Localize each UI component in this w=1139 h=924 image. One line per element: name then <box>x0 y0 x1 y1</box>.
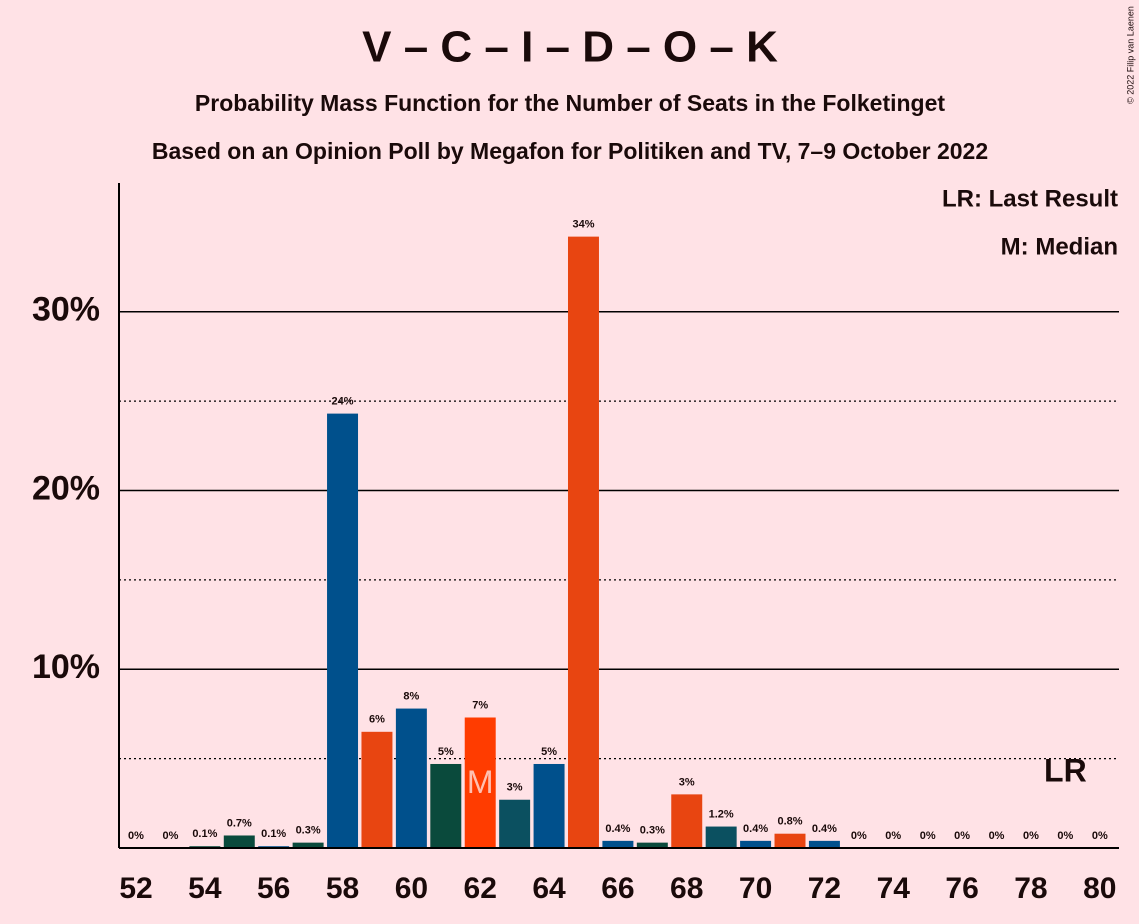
value-label: 3% <box>679 776 695 788</box>
x-tick-label: 60 <box>395 872 428 905</box>
x-tick-label: 54 <box>188 872 222 905</box>
chart-title: V – C – I – D – O – K <box>362 23 778 72</box>
bar <box>774 833 806 848</box>
value-label: 0% <box>128 830 144 842</box>
value-label: 34% <box>572 219 594 231</box>
bar <box>395 708 427 848</box>
y-tick-label: 30% <box>32 291 100 329</box>
bar <box>671 794 703 848</box>
value-label: 24% <box>332 396 354 408</box>
value-label: 0% <box>851 830 867 842</box>
x-tick-label: 58 <box>326 872 359 905</box>
chart-subtitle: Probability Mass Function for the Number… <box>195 90 945 116</box>
value-label: 5% <box>438 746 454 758</box>
x-tick-label: 72 <box>808 872 841 905</box>
bar <box>808 840 840 848</box>
x-tick-label: 52 <box>119 872 152 905</box>
median-marker: M <box>467 764 494 800</box>
copyright: © 2022 Filip van Laenen <box>1125 6 1135 104</box>
bar <box>327 413 359 848</box>
x-tick-label: 64 <box>532 872 566 905</box>
value-label: 1.2% <box>709 808 734 820</box>
legend-entry: M: Median <box>1001 233 1118 260</box>
x-tick-label: 68 <box>670 872 703 905</box>
bar <box>636 842 668 848</box>
x-tick-label: 56 <box>257 872 290 905</box>
value-label: 0.1% <box>261 828 286 840</box>
last-result-marker: LR <box>1044 752 1087 788</box>
value-label: 0% <box>954 830 970 842</box>
bar <box>292 842 324 848</box>
bar <box>567 236 599 848</box>
bar <box>740 840 772 848</box>
x-tick-label: 70 <box>739 872 772 905</box>
value-label: 6% <box>369 714 385 726</box>
x-tick-label: 74 <box>877 872 911 905</box>
bar <box>602 840 634 848</box>
y-tick-label: 10% <box>32 648 100 686</box>
bar <box>430 763 462 848</box>
x-tick-label: 80 <box>1083 872 1116 905</box>
value-label: 0% <box>989 830 1005 842</box>
value-label: 0.4% <box>605 823 630 835</box>
bar <box>223 835 255 848</box>
bar <box>464 717 496 848</box>
y-tick-label: 20% <box>32 469 100 507</box>
value-label: 0% <box>1023 830 1039 842</box>
value-label: 3% <box>507 782 523 794</box>
value-label: 0% <box>162 830 178 842</box>
value-label: 5% <box>541 746 557 758</box>
value-label: 8% <box>403 690 419 702</box>
x-tick-label: 66 <box>601 872 634 905</box>
value-label: 0% <box>1057 830 1073 842</box>
value-label: 0% <box>920 830 936 842</box>
value-label: 0.3% <box>296 825 321 837</box>
value-label: 0.1% <box>192 828 217 840</box>
value-label: 0% <box>1092 830 1108 842</box>
value-label: 0.8% <box>777 816 802 828</box>
bar <box>705 826 737 848</box>
value-label: 0.3% <box>640 825 665 837</box>
value-label: 0.4% <box>812 823 837 835</box>
bar <box>533 763 565 848</box>
value-label: 7% <box>472 699 488 711</box>
chart-subtitle: Based on an Opinion Poll by Megafon for … <box>152 138 988 164</box>
bar <box>361 731 393 848</box>
value-label: 0% <box>885 830 901 842</box>
legend-entry: LR: Last Result <box>942 185 1118 212</box>
value-label: 0.7% <box>227 817 252 829</box>
x-tick-label: 78 <box>1014 872 1047 905</box>
x-tick-label: 76 <box>945 872 978 905</box>
x-tick-label: 62 <box>464 872 497 905</box>
value-label: 0.4% <box>743 823 768 835</box>
bar <box>499 799 531 848</box>
